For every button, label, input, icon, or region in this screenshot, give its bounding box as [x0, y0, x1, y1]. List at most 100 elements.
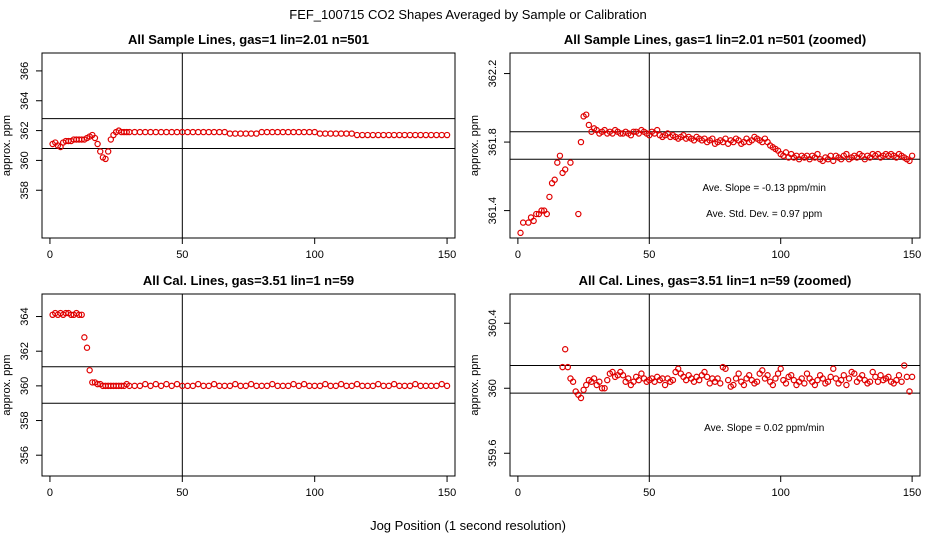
x-tick-label: 50: [176, 487, 188, 499]
data-series: [49, 127, 451, 163]
data-point: [78, 311, 85, 318]
data-point: [551, 176, 558, 183]
data-point: [348, 382, 355, 390]
data-point: [517, 229, 524, 237]
panel-title: All Cal. Lines, gas=3.51 lin=1 n=59 (zoo…: [579, 273, 852, 288]
data-point: [263, 382, 271, 390]
data-point: [845, 375, 853, 382]
data-point: [337, 380, 345, 388]
data-point: [596, 378, 603, 385]
data-point: [583, 111, 590, 118]
y-axis-label: approx. ppm: [469, 115, 481, 176]
data-series: [49, 309, 451, 390]
data-point: [269, 380, 276, 388]
x-tick-label: 150: [438, 249, 456, 261]
annotation-text: Ave. Std. Dev. = 0.97 ppm: [706, 209, 822, 220]
data-point: [554, 159, 561, 166]
data-point: [906, 157, 913, 165]
panels: All Sample Lines, gas=1 lin=2.01 n=501 ap…: [1, 32, 921, 499]
y-tick-label: 356: [19, 446, 31, 464]
data-point: [801, 380, 808, 387]
data-point: [722, 365, 729, 372]
y-tick-label: 360: [19, 151, 31, 169]
data-point: [653, 126, 661, 134]
data-point: [788, 372, 795, 379]
data-point: [385, 382, 393, 390]
data-point: [332, 382, 340, 390]
data-point: [406, 382, 414, 390]
data-point: [598, 385, 606, 392]
y-tick-label: 361.8: [487, 128, 499, 156]
y-tick-label: 358: [19, 181, 31, 199]
x-tick-label: 150: [903, 487, 921, 499]
data-point: [194, 380, 202, 388]
x-tick-label: 150: [438, 487, 456, 499]
x-tick-label: 50: [176, 249, 188, 261]
data-point: [798, 375, 805, 382]
x-tick-label: 100: [772, 249, 790, 261]
data-point: [83, 344, 91, 351]
data-point: [585, 121, 593, 129]
data-point: [205, 382, 212, 390]
data-point: [375, 380, 382, 388]
data-point: [625, 375, 632, 382]
data-point: [102, 155, 109, 163]
data-series: [559, 346, 916, 402]
data-point: [533, 210, 540, 218]
annotation-text: Ave. Slope = 0.02 ppm/min: [704, 423, 824, 434]
data-point: [772, 375, 779, 382]
data-point: [561, 166, 569, 173]
figure-title: FEF_100715 CO2 Shapes Averaged by Sample…: [289, 7, 646, 22]
data-point: [232, 380, 239, 388]
data-point: [782, 380, 790, 387]
y-axis-label: approx. ppm: [469, 354, 481, 415]
data-point: [714, 375, 721, 382]
data-point: [94, 140, 101, 148]
data-point: [189, 382, 197, 390]
data-point: [438, 380, 445, 388]
data-point: [580, 386, 587, 394]
data-point: [577, 394, 585, 402]
y-tick-label: 360.4: [487, 309, 499, 337]
y-tick-label: 364: [19, 92, 31, 110]
data-point: [858, 372, 866, 379]
y-tick-label: 366: [19, 62, 31, 80]
data-point: [745, 372, 753, 379]
data-point: [285, 382, 292, 390]
y-axis-label: approx. ppm: [1, 354, 13, 415]
data-point: [91, 134, 99, 142]
data-point: [590, 375, 598, 382]
data-point: [322, 380, 329, 388]
x-tick-label: 100: [306, 249, 324, 261]
x-tick-label: 50: [643, 487, 655, 499]
panel-title: All Sample Lines, gas=1 lin=2.01 n=501: [128, 32, 369, 47]
data-point: [735, 370, 742, 377]
data-point: [843, 381, 850, 389]
data-point: [869, 368, 876, 376]
data-point: [837, 376, 845, 384]
data-point: [759, 367, 766, 374]
data-point: [94, 380, 101, 388]
data-point: [619, 372, 627, 379]
data-point: [764, 372, 771, 379]
y-tick-label: 364: [19, 307, 31, 325]
data-point: [75, 311, 83, 318]
data-point: [561, 346, 569, 353]
y-tick-label: 362: [19, 342, 31, 360]
y-tick-label: 360: [19, 377, 31, 395]
data-point: [443, 131, 451, 139]
data-point: [830, 157, 837, 165]
data-point: [575, 210, 582, 218]
y-tick-label: 362: [19, 121, 31, 139]
panel-1: All Sample Lines, gas=1 lin=2.01 n=501 ap…: [1, 32, 456, 261]
data-point: [567, 159, 574, 166]
plot-frame: [41, 293, 456, 477]
data-point: [830, 365, 837, 372]
panel-2: All Sample Lines, gas=1 lin=2.01 n=501 (…: [469, 32, 921, 261]
data-point: [433, 382, 440, 390]
data-point: [908, 152, 916, 159]
data-point: [730, 381, 737, 389]
panel-4: All Cal. Lines, gas=3.51 lin=1 n=59 (zoo…: [469, 273, 921, 499]
data-point: [57, 143, 64, 151]
y-tick-label: 358: [19, 411, 31, 429]
